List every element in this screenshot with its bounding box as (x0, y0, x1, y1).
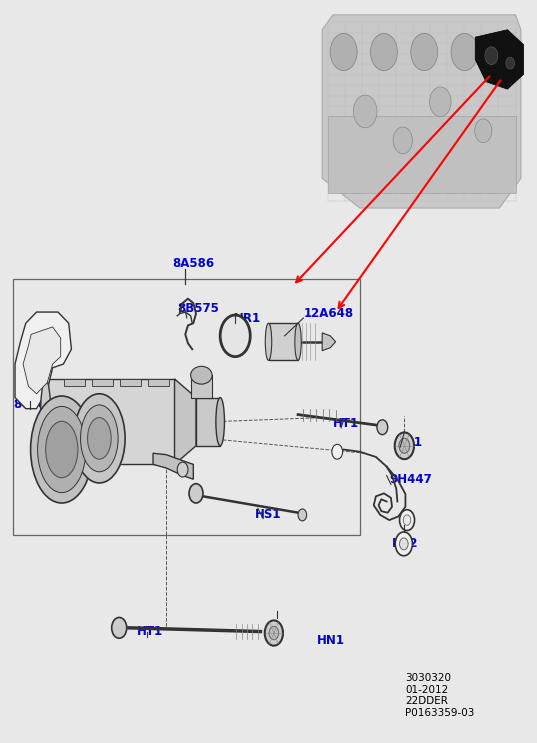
Ellipse shape (88, 418, 111, 459)
Polygon shape (191, 375, 212, 398)
Ellipse shape (31, 396, 93, 503)
Ellipse shape (265, 620, 283, 646)
Polygon shape (475, 30, 524, 89)
Polygon shape (153, 453, 193, 479)
Ellipse shape (74, 394, 125, 483)
Text: HR1: HR1 (234, 311, 261, 325)
Text: 8C387: 8C387 (13, 398, 55, 412)
Ellipse shape (353, 95, 377, 128)
Ellipse shape (400, 538, 408, 550)
Polygon shape (120, 379, 141, 386)
Ellipse shape (177, 462, 188, 477)
Text: 8B575: 8B575 (177, 302, 219, 315)
Polygon shape (15, 312, 71, 409)
Polygon shape (46, 379, 175, 464)
Ellipse shape (377, 420, 388, 435)
Ellipse shape (46, 421, 78, 478)
Ellipse shape (332, 444, 343, 459)
Ellipse shape (371, 33, 397, 71)
Ellipse shape (475, 119, 492, 143)
Polygon shape (268, 323, 298, 360)
Text: HT1: HT1 (333, 417, 359, 430)
Ellipse shape (330, 33, 357, 71)
Text: HS1: HS1 (255, 507, 281, 521)
Ellipse shape (265, 323, 272, 360)
Ellipse shape (451, 33, 478, 71)
Ellipse shape (295, 323, 301, 360)
Ellipse shape (112, 617, 127, 638)
Ellipse shape (395, 532, 412, 556)
Ellipse shape (485, 47, 498, 65)
Polygon shape (322, 15, 521, 208)
Text: HN1: HN1 (317, 634, 345, 647)
Ellipse shape (411, 33, 438, 71)
Ellipse shape (399, 438, 410, 453)
Text: 3030320: 3030320 (405, 672, 452, 683)
Text: HN1: HN1 (395, 435, 423, 449)
Text: 8A586: 8A586 (172, 257, 214, 270)
Ellipse shape (38, 406, 86, 493)
Text: P0163359-03: P0163359-03 (405, 708, 475, 718)
Ellipse shape (395, 432, 414, 459)
Ellipse shape (40, 379, 51, 464)
Ellipse shape (506, 57, 514, 69)
Bar (13, 279, 360, 535)
Polygon shape (64, 379, 85, 386)
Polygon shape (23, 327, 61, 394)
Ellipse shape (400, 510, 415, 531)
Text: 9H447: 9H447 (389, 473, 432, 486)
Polygon shape (92, 379, 113, 386)
Text: 12A648: 12A648 (303, 307, 353, 320)
Ellipse shape (403, 515, 411, 525)
Ellipse shape (189, 484, 203, 503)
Ellipse shape (81, 405, 118, 472)
Text: 01-2012: 01-2012 (405, 684, 449, 695)
Ellipse shape (298, 509, 307, 521)
Text: 22DDER: 22DDER (405, 696, 448, 707)
Ellipse shape (430, 87, 451, 117)
Text: HS2: HS2 (392, 537, 418, 551)
Ellipse shape (220, 315, 250, 357)
Polygon shape (175, 379, 196, 464)
Ellipse shape (216, 398, 224, 446)
Text: HT1: HT1 (137, 625, 163, 638)
Ellipse shape (191, 366, 212, 384)
Ellipse shape (269, 626, 279, 640)
Bar (328, 116, 516, 193)
Ellipse shape (393, 127, 412, 154)
Polygon shape (196, 398, 220, 446)
Polygon shape (322, 333, 336, 351)
Polygon shape (148, 379, 169, 386)
